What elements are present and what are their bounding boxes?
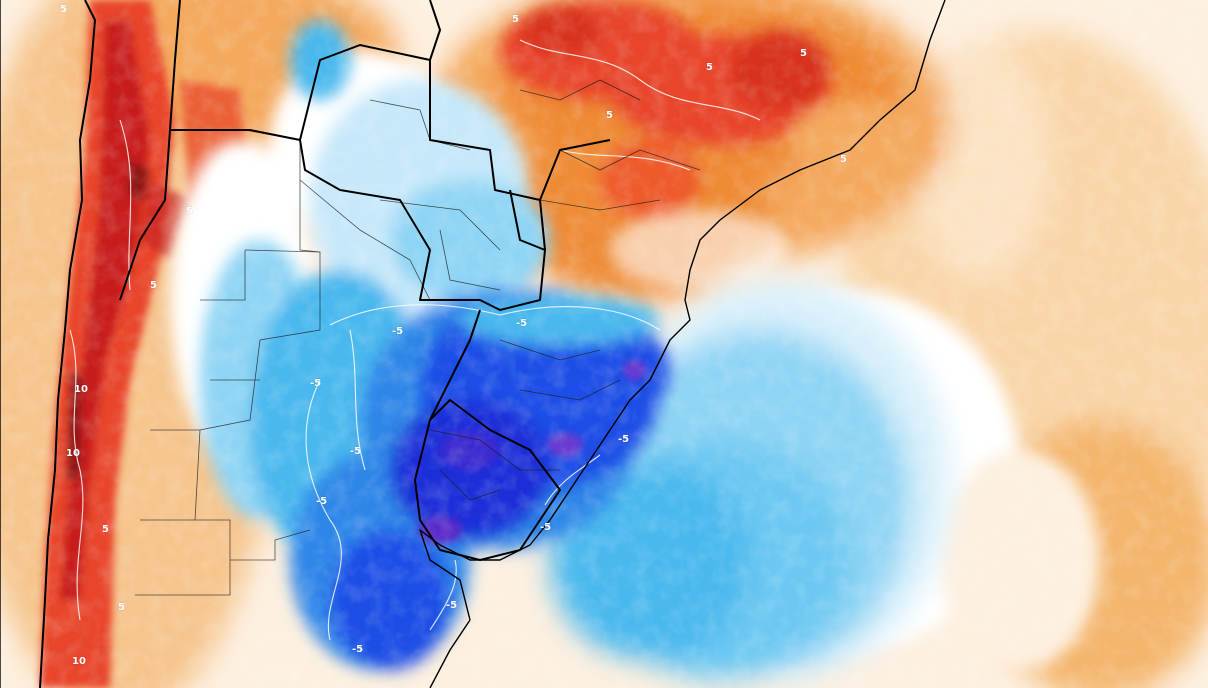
contour-label: 5	[512, 14, 519, 25]
contour-label: -5	[350, 446, 361, 457]
contour-lines	[69, 39, 761, 641]
thin-internal-borders	[135, 79, 701, 596]
contour-label: 5	[800, 48, 807, 59]
contour-labels: 5 5 5 5 5 5 5 5 10 10 5 5 10 -5 -5 -5 -5…	[60, 4, 847, 667]
contour-label: 5	[60, 4, 67, 15]
contour-label: 5	[118, 602, 125, 613]
contour-label: -5	[618, 434, 629, 445]
country-borders	[39, 0, 611, 688]
coastline	[0, 0, 946, 688]
contour-label: -5	[516, 318, 527, 329]
contour-label: 10	[72, 656, 86, 667]
contour-label: -5	[392, 326, 403, 337]
contour-label: 10	[66, 448, 80, 459]
contour-label: 5	[102, 524, 109, 535]
contour-label: 5	[840, 154, 847, 165]
contour-label: 5	[706, 62, 713, 73]
contour-label: 5	[150, 280, 157, 291]
contour-label: -5	[352, 644, 363, 655]
contour-label: -5	[310, 378, 321, 389]
contour-label: 5	[606, 110, 613, 121]
contour-label: 5	[186, 206, 193, 217]
contour-label: 10	[74, 384, 88, 395]
contour-label: -5	[316, 496, 327, 507]
contour-label: -5	[540, 522, 551, 533]
contour-label: -5	[446, 600, 457, 611]
